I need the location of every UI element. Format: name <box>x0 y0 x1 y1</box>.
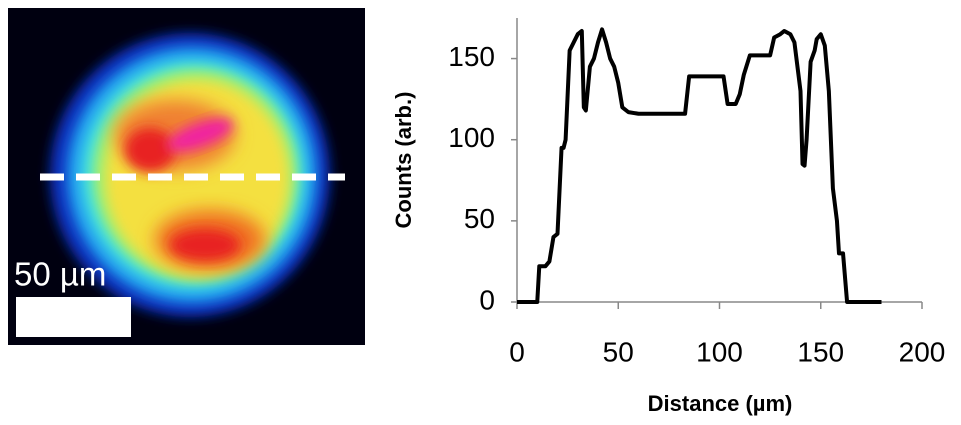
x-tick-label: 150 <box>797 336 844 367</box>
x-tick-label: 0 <box>509 336 525 367</box>
x-tick-label: 50 <box>603 336 634 367</box>
x-tick-label: 100 <box>696 336 743 367</box>
scale-label: 50 µm <box>14 256 106 293</box>
x-tick-label: 200 <box>899 336 946 367</box>
data-line <box>517 27 882 304</box>
y-tick-label: 0 <box>479 284 495 315</box>
beam-image: 50 µm <box>8 8 365 345</box>
y-tick-label: 50 <box>464 203 495 234</box>
line-chart: Distance (µm) Counts (arb.) 0 50 100 150 0 50… <box>391 18 946 416</box>
y-axis-title: Counts (arb.) <box>391 92 416 229</box>
y-tick-label: 150 <box>448 41 495 72</box>
y-tick-label: 100 <box>448 122 495 153</box>
x-axis-title: Distance (µm) <box>648 391 793 416</box>
